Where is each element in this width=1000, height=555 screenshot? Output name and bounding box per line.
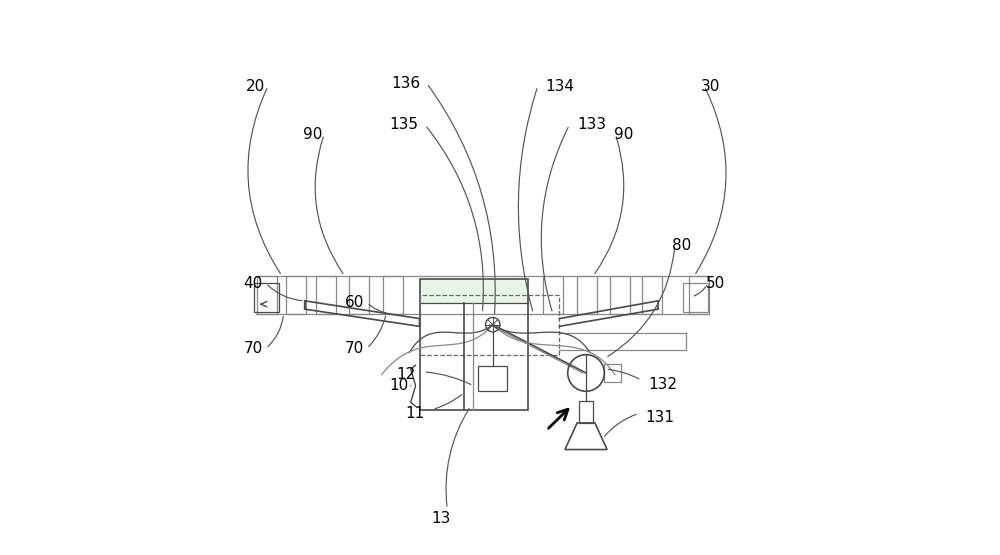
Text: 90: 90 bbox=[303, 127, 322, 142]
Bar bbox=[316, 276, 336, 314]
Text: 132: 132 bbox=[649, 376, 678, 392]
Text: 90: 90 bbox=[614, 127, 633, 142]
Text: 133: 133 bbox=[578, 117, 607, 133]
Bar bbox=[420, 279, 528, 410]
Text: 20: 20 bbox=[246, 78, 265, 94]
Text: 10: 10 bbox=[390, 378, 409, 393]
Text: 50: 50 bbox=[706, 275, 725, 291]
Bar bbox=[642, 276, 662, 314]
Bar bbox=[610, 276, 630, 314]
Bar bbox=[478, 366, 507, 391]
Text: 131: 131 bbox=[645, 410, 674, 425]
Bar bbox=[349, 276, 369, 314]
Text: 40: 40 bbox=[243, 275, 263, 291]
Bar bbox=[579, 401, 593, 423]
Text: 70: 70 bbox=[345, 341, 364, 356]
Bar bbox=[689, 276, 709, 314]
Bar bbox=[420, 279, 528, 302]
Bar bbox=[420, 295, 559, 355]
Text: 12: 12 bbox=[396, 367, 416, 382]
Bar bbox=[577, 276, 597, 314]
Bar bbox=[254, 283, 279, 312]
Text: 13: 13 bbox=[431, 511, 450, 527]
Text: 70: 70 bbox=[243, 341, 263, 356]
Bar bbox=[604, 364, 621, 382]
Text: 80: 80 bbox=[672, 238, 692, 253]
Text: 135: 135 bbox=[389, 117, 418, 133]
Bar bbox=[543, 276, 563, 314]
Text: 11: 11 bbox=[405, 406, 425, 421]
Bar bbox=[383, 276, 403, 314]
Bar bbox=[683, 283, 708, 312]
Text: 30: 30 bbox=[701, 78, 721, 94]
Bar bbox=[257, 276, 277, 314]
Text: 134: 134 bbox=[546, 78, 575, 94]
Text: 60: 60 bbox=[345, 295, 364, 310]
Bar bbox=[286, 276, 306, 314]
Text: 136: 136 bbox=[391, 75, 420, 91]
